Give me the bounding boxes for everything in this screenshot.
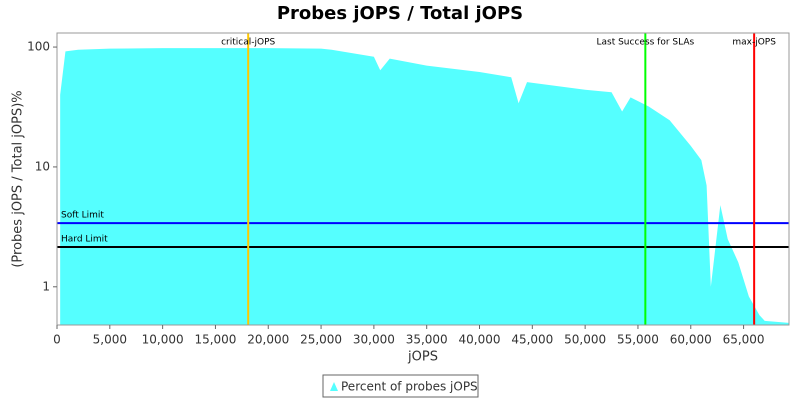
x-tick-label: 15,000	[194, 333, 236, 347]
x-tick-label: 20,000	[247, 333, 289, 347]
x-tick-label: 25,000	[300, 333, 342, 347]
legend-swatch	[330, 382, 338, 391]
legend: Percent of probes jOPS	[322, 374, 479, 398]
x-tick-label: 65,000	[723, 333, 765, 347]
x-tick-label: 35,000	[406, 333, 448, 347]
x-tick-label: 50,000	[564, 333, 606, 347]
threshold-label: Hard Limit	[61, 234, 108, 244]
chart-title: Probes jOPS / Total jOPS	[277, 3, 523, 24]
legend-box	[322, 374, 479, 398]
marker-label: max-jOPS	[732, 38, 776, 48]
threshold-label: Soft Limit	[61, 211, 104, 221]
x-tick-label: 40,000	[459, 333, 501, 347]
x-tick-label: 10,000	[142, 333, 184, 347]
legend-label: Percent of probes jOPS	[341, 380, 478, 394]
plot-frame	[56, 32, 790, 326]
marker-label: critical-jOPS	[221, 38, 275, 48]
x-axis-label: jOPS	[407, 350, 438, 365]
x-tick-label: 30,000	[353, 333, 395, 347]
x-tick-label: 55,000	[617, 333, 659, 347]
y-tick-label: 1	[42, 279, 50, 293]
x-tick-label: 60,000	[670, 333, 712, 347]
y-axis-label: (Probes jOPS / Total jOPS)%	[11, 90, 26, 267]
x-tick-label: 0	[53, 333, 61, 347]
x-tick-label: 5,000	[93, 333, 127, 347]
y-tick-label: 10	[35, 159, 50, 173]
area	[60, 48, 790, 326]
marker-label: Last Success for SLAs	[596, 38, 694, 48]
y-tick-label: 100	[27, 40, 50, 54]
x-tick-label: 45,000	[511, 333, 553, 347]
